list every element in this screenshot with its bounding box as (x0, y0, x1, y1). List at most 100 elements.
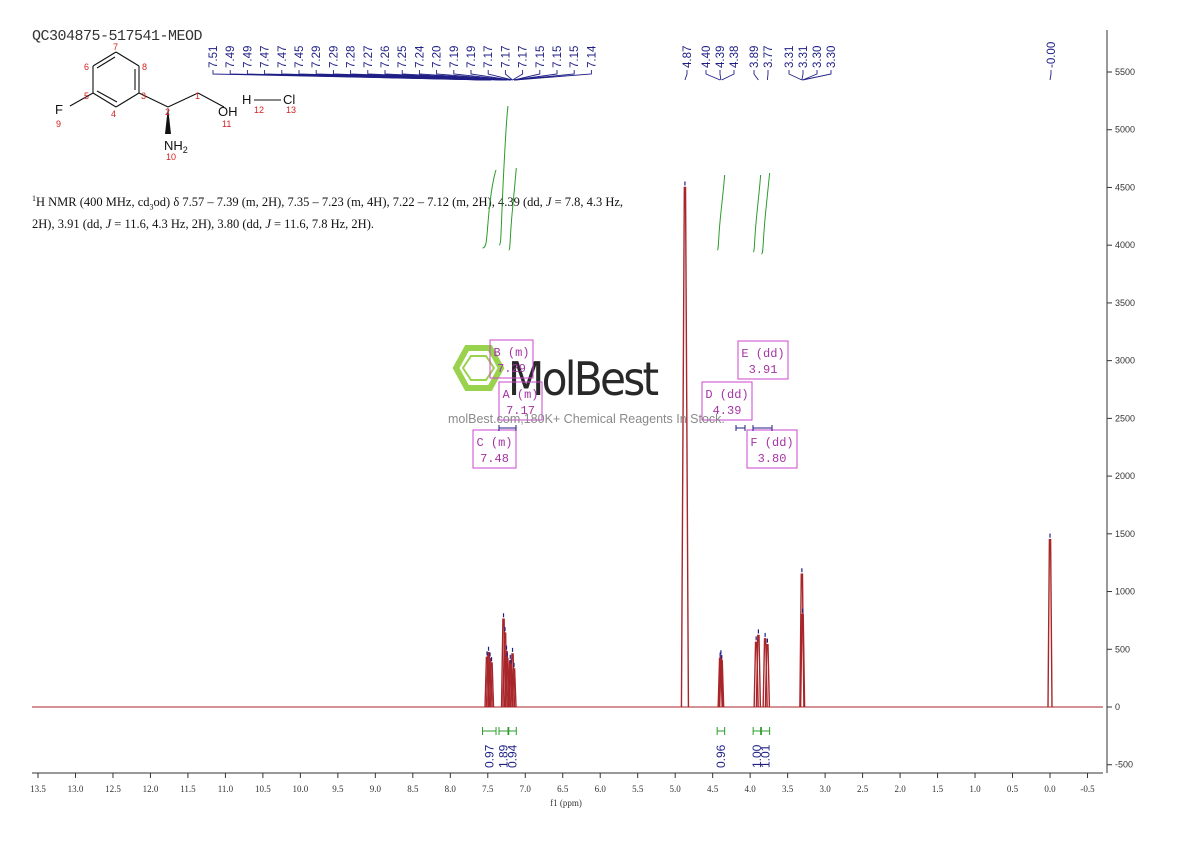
watermark-logo: MolBest (452, 345, 662, 406)
multiplet-value: 3.91 (749, 363, 778, 377)
multiplet-value: 4.39 (713, 404, 742, 418)
x-axis: 13.5 13.0 12.5 12.0 11.5 11.0 10.5 10.0 9.5 9.0 8.… (30, 772, 1103, 808)
nmr-desc-part2: od) δ 7.57 – 7.39 (m, 2H), 7.35 – 7.23 (… (153, 195, 546, 210)
atom-h: H (242, 92, 251, 107)
y-tick-label: 5500 (1115, 67, 1135, 77)
peak-label: 4.40 (701, 46, 713, 68)
x-tick-label: 7.5 (482, 784, 494, 794)
y-ticks: 5500500045004000350030002500200015001000… (1107, 67, 1135, 770)
peak-label: 7.20 (432, 46, 444, 68)
spectrum-peak (1047, 538, 1053, 708)
x-tick-label: 3.5 (782, 784, 794, 794)
x-tick-label: 13.0 (68, 784, 84, 794)
peak-label: 7.17 (500, 46, 512, 68)
y-tick-label: 500 (1115, 644, 1130, 654)
peak-label: 7.28 (346, 46, 358, 68)
nmr-desc-j3: J (265, 216, 271, 231)
spectrum-peak (764, 643, 771, 708)
peak-leader-line (788, 70, 803, 81)
y-tick-label: 5000 (1115, 125, 1135, 135)
peak-leader-line (766, 70, 769, 81)
x-tick-label: 9.5 (332, 784, 344, 794)
x-tick-label: 0.0 (1044, 784, 1056, 794)
peak-leader-line (470, 70, 512, 81)
peak-label: 7.29 (311, 46, 323, 68)
peak-leader-line (721, 70, 735, 81)
nmr-desc-part3: = 7.8, 4.3 Hz, 2H), 3.91 (dd, (32, 195, 624, 231)
nmr-desc-j1: J (545, 195, 552, 210)
atom-h-num: 12 (254, 105, 264, 115)
x-tick-label: 13.5 (30, 784, 46, 794)
peak-label: 3.31 (798, 46, 810, 68)
x-tick-label: 6.0 (595, 784, 607, 794)
x-tick-label: 1.5 (932, 784, 944, 794)
spectrum-peak (488, 662, 495, 708)
peak-leader-line (436, 70, 511, 81)
peak-label: 7.26 (380, 46, 392, 68)
watermark-tagline: molBest.com,180K+ Chemical Reagents In S… (448, 412, 725, 426)
ring-num-5: 5 (84, 91, 89, 101)
ring-num-8: 8 (142, 62, 147, 72)
peak-label: 3.30 (812, 46, 824, 68)
y-tick-label: 4500 (1115, 182, 1135, 192)
peak-label: 7.49 (225, 46, 237, 68)
integral-curve (508, 167, 517, 251)
x-tick-label: 4.0 (745, 784, 757, 794)
x-tick-label: 11.0 (218, 784, 234, 794)
multiplet-label: F (dd) (750, 436, 793, 450)
spectrum-peak (500, 618, 507, 708)
chemical-structure: F 9 OH 11 NH2 10 H 12 Cl 13 7 6 8 5 3 4 … (55, 42, 296, 162)
structure-bonds (69, 51, 281, 108)
ring-num-3: 3 (141, 91, 146, 101)
atom-f-num: 9 (56, 119, 61, 129)
multiplet-box-frame (701, 381, 753, 421)
integral-curve (498, 105, 509, 246)
spectrum-peak (511, 668, 517, 708)
x-tick-label: 7.0 (520, 784, 532, 794)
peak-leader-line (418, 70, 508, 81)
integration-value: 0.97 (482, 744, 496, 768)
integration-value: 1.00 (750, 744, 764, 768)
x-tick-label: 2.0 (894, 784, 906, 794)
x-tick-label: 10.0 (292, 784, 308, 794)
peak-leader-line (801, 70, 804, 81)
spectrum-peak (755, 634, 762, 708)
peak-label: 3.30 (826, 46, 838, 68)
ring-num-7: 7 (113, 42, 118, 52)
x-tick-label: 12.5 (105, 784, 121, 794)
x-ticks: 13.5 13.0 12.5 12.0 11.5 11.0 10.5 10.0 9.5 9.0 8.… (30, 773, 1095, 794)
integral-curve (716, 174, 726, 251)
peak-leader-line (705, 70, 721, 81)
peak-label: 7.15 (552, 46, 564, 68)
integration-value: 0.94 (506, 744, 520, 768)
y-tick-label: 3000 (1115, 356, 1135, 366)
multiplet-box-frame (472, 429, 517, 469)
spectrum-peak (487, 657, 493, 708)
peak-label: 7.14 (586, 45, 598, 68)
integral-curve (482, 169, 497, 249)
multiplet-label: D (dd) (705, 388, 748, 402)
atom-cl-num: 13 (286, 105, 296, 115)
chain-num-2: 2 (165, 107, 170, 117)
integral-curve (761, 172, 771, 255)
peak-leader-line (513, 70, 575, 81)
x-tick-label: 11.5 (180, 784, 196, 794)
x-tick-label: 8.5 (407, 784, 419, 794)
integration-value: 1.01 (759, 744, 773, 768)
integral-curves (482, 105, 771, 255)
y-axis: 5500500045004000350030002500200015001000… (1106, 30, 1135, 773)
multiplet-box: A (m) 7.17 (498, 381, 543, 421)
peak-leader-line (514, 70, 592, 81)
peak-label: -0.00 (1046, 42, 1058, 68)
x-tick-label: 5.0 (670, 784, 682, 794)
y-tick-label: 0 (1115, 702, 1120, 712)
peak-leader-line (802, 70, 818, 81)
y-tick-label: 1000 (1115, 587, 1135, 597)
x-tick-label: 6.5 (557, 784, 569, 794)
x-tick-label: 12.0 (143, 784, 159, 794)
y-tick-label: 1500 (1115, 529, 1135, 539)
atom-f: F (55, 102, 63, 117)
peak-label: 7.17 (483, 46, 495, 68)
multiplet-boxes: B (m) 7.29 A (m) 7.17 C (m) 7.48 D (dd) 4.39 E (… (472, 339, 798, 469)
